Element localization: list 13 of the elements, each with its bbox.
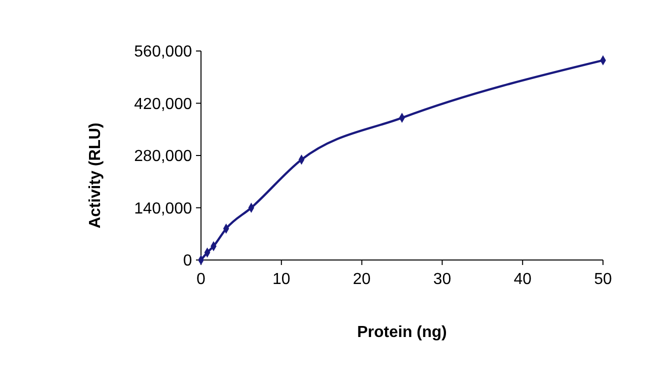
y-axis-title: Activity (RLU)	[87, 122, 104, 228]
y-tick-label: 420,000	[134, 96, 192, 113]
y-tick-label: 560,000	[134, 44, 192, 61]
y-tick-label: 0	[183, 252, 192, 270]
x-tick-label: 30	[433, 271, 452, 288]
x-tick-label: 0	[196, 271, 206, 288]
y-tick-label: 140,000	[134, 200, 192, 218]
y-tick-label: 280,000	[134, 148, 192, 166]
x-tick-label: 40	[514, 271, 532, 288]
x-tick-label: 10	[272, 271, 290, 288]
x-tick-label: 20	[352, 271, 371, 288]
x-tick-label: 50	[594, 271, 612, 288]
x-axis-title: Protein (ng)	[357, 324, 447, 341]
